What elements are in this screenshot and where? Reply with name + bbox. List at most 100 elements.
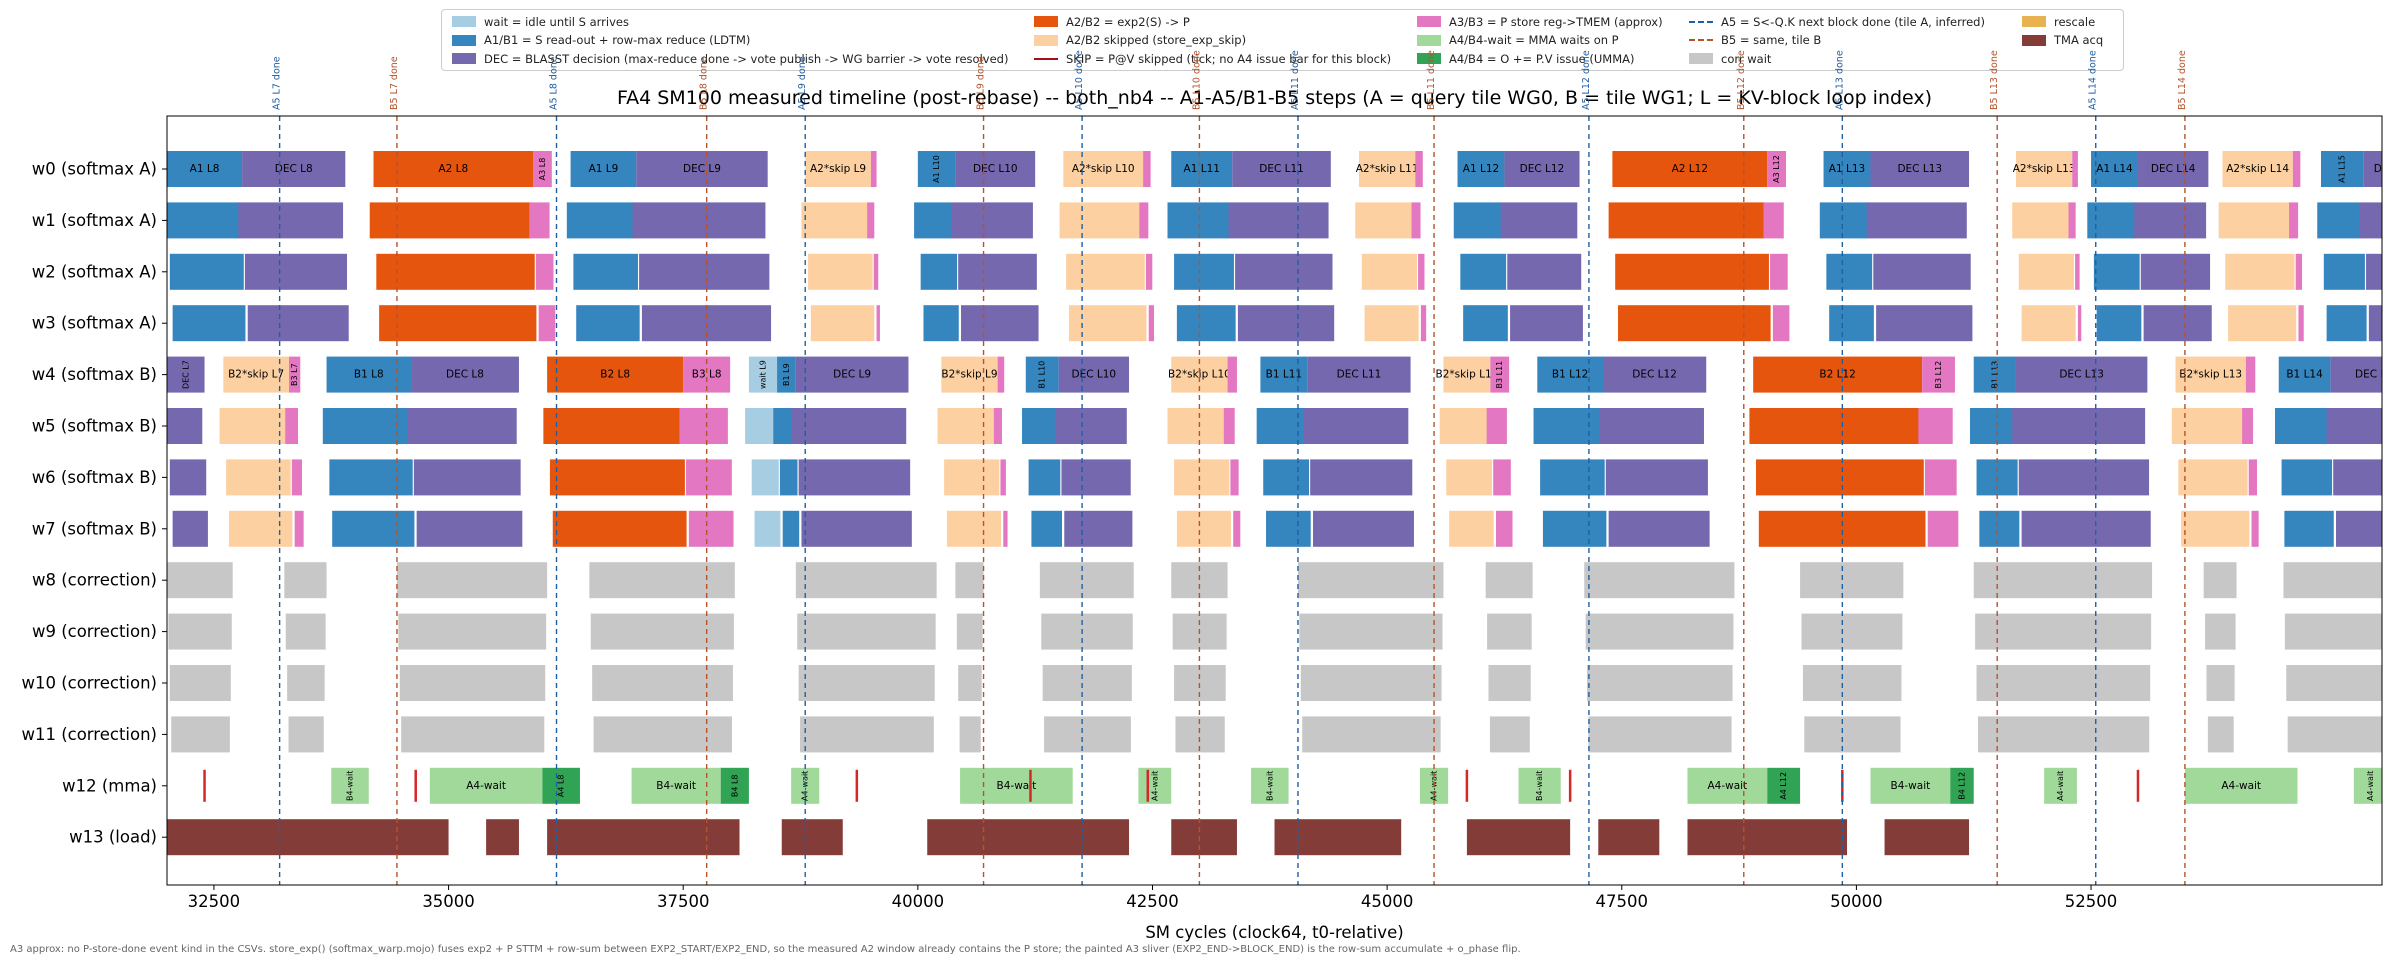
legend-entry: A5 = S<-Q.K next block done (tile A, inf… xyxy=(1689,13,1985,30)
x-tick-label: 42500 xyxy=(1126,892,1179,911)
segment-A3 xyxy=(2295,253,2303,290)
segment-A1 xyxy=(2326,305,2367,342)
segment-A2 xyxy=(543,408,681,444)
legend-label: DEC = BLASST decision (max-reduce done -… xyxy=(484,51,1009,66)
segment-label: A1 L11 xyxy=(1184,163,1220,175)
segment-A3 xyxy=(2298,305,2304,342)
legend-entry: SKIP = P@V skipped (tick; no A4 issue ba… xyxy=(1034,50,1391,67)
legend-entry: DEC = BLASST decision (max-reduce done -… xyxy=(452,50,1008,67)
segment-label: A3 L12 xyxy=(1772,155,1781,183)
segment-A1 xyxy=(1022,408,1057,444)
segment-corr xyxy=(1585,613,1734,650)
x-tick-label: 50000 xyxy=(1830,892,1883,911)
segment-corr xyxy=(2287,716,2382,753)
y-tick-label: w11 (correction) xyxy=(21,725,157,744)
segment-corr xyxy=(1588,716,1732,753)
segment-A1 xyxy=(779,459,798,496)
legend-entry: corr wait xyxy=(1689,50,1771,67)
segment-A1 xyxy=(782,510,800,547)
segment-A2 xyxy=(376,253,535,290)
segment-A4 xyxy=(720,767,749,804)
segment-A2skip xyxy=(1068,305,1147,342)
segment-A2 xyxy=(1753,356,1923,393)
segment-A3 xyxy=(1918,408,1953,444)
segment-A4 xyxy=(542,767,580,804)
segment-label: B4-wait xyxy=(346,771,355,801)
segment-A1 xyxy=(1256,408,1306,444)
segment-DEC xyxy=(2015,356,2148,393)
segment-DEC xyxy=(2137,151,2209,187)
segment-A3 xyxy=(1493,459,1511,496)
b5-line-label: B5 L12 done xyxy=(1736,50,1747,110)
segment-A1 xyxy=(773,408,794,444)
segment-corr xyxy=(2206,665,2235,701)
segment-A3 xyxy=(2075,253,2080,290)
segment-label: B3 L8 xyxy=(692,369,722,381)
legend-swatch xyxy=(2022,16,2046,27)
footnote: A3 approx: no P-store-done event kind in… xyxy=(10,944,1521,955)
segment-label: DEC L7 xyxy=(181,360,190,389)
segment-A1 xyxy=(1533,408,1601,444)
segment-A1 xyxy=(2091,151,2138,187)
legend-swatch xyxy=(1417,34,1441,46)
segment-A1 xyxy=(1025,356,1059,393)
segment-A2 xyxy=(552,510,687,547)
segment-DEC xyxy=(1237,305,1335,342)
b5-line-label: B5 L9 done xyxy=(976,56,987,110)
segment-corr xyxy=(1801,613,1903,650)
segment-corr xyxy=(955,562,984,599)
segment-A3 xyxy=(1230,459,1239,496)
segment-DEC xyxy=(1507,253,1582,290)
segment-label: B3 L12 xyxy=(1934,361,1943,389)
y-tick-label: w7 (softmax B) xyxy=(32,519,157,538)
segment-A4wait xyxy=(1687,767,1768,804)
segment-load xyxy=(1466,819,1571,856)
segment-corr xyxy=(1485,562,1533,599)
segment-A1 xyxy=(1031,510,1063,547)
segment-A3 xyxy=(1763,202,1784,239)
segment-A1 xyxy=(920,253,958,290)
segment-corr xyxy=(2203,562,2237,599)
segment-label: B4 L8 xyxy=(730,774,739,797)
segment-A2skip xyxy=(223,356,290,393)
segment-A3 xyxy=(1490,356,1510,393)
legend-swatch xyxy=(1689,53,1713,64)
segment-DEC xyxy=(2140,253,2211,290)
segment-DEC xyxy=(167,356,205,393)
segment-A1 xyxy=(2087,202,2136,239)
segment-label: B1 L14 xyxy=(2286,369,2323,381)
segment-label: A1 L10 xyxy=(932,155,941,183)
segment-DEC xyxy=(795,356,909,393)
segment-DEC xyxy=(1303,408,1409,444)
segment-load xyxy=(1171,819,1237,856)
segment-DEC xyxy=(1312,510,1414,547)
y-tick-label: w12 (mma) xyxy=(62,776,157,795)
segment-DEC xyxy=(1058,356,1130,393)
segment-DEC xyxy=(1873,253,1971,290)
segment-DEC xyxy=(1235,253,1333,290)
segment-A3 xyxy=(876,305,880,342)
segment-A3 xyxy=(289,356,301,393)
segment-load xyxy=(547,819,740,856)
segment-label: DEC L11 xyxy=(1337,369,1382,381)
segment-load xyxy=(1687,819,1848,856)
segment-A2skip xyxy=(2021,305,2076,342)
segment-label: DEC L10 xyxy=(973,163,1018,175)
segment-label: wait L9 xyxy=(758,360,767,389)
segment-DEC xyxy=(955,151,1036,187)
segment-DEC xyxy=(1599,408,1704,444)
segment-label: A4 L8 xyxy=(557,774,566,797)
segment-corr xyxy=(1587,665,1733,701)
b5-line-label: B5 L10 done xyxy=(1191,50,1202,110)
segment-A3 xyxy=(688,510,734,547)
segment-A3 xyxy=(1927,510,1959,547)
segment-label: B4-wait xyxy=(1535,771,1544,801)
segment-load xyxy=(781,819,843,856)
segment-label: DEC L13 xyxy=(2059,369,2104,381)
segment-A2skip xyxy=(226,459,291,496)
segment-load xyxy=(486,819,519,856)
segment-A2skip xyxy=(1358,151,1416,187)
segment-A1 xyxy=(1829,305,1874,342)
segment-A3 xyxy=(1411,202,1421,239)
segment-DEC xyxy=(242,151,346,187)
